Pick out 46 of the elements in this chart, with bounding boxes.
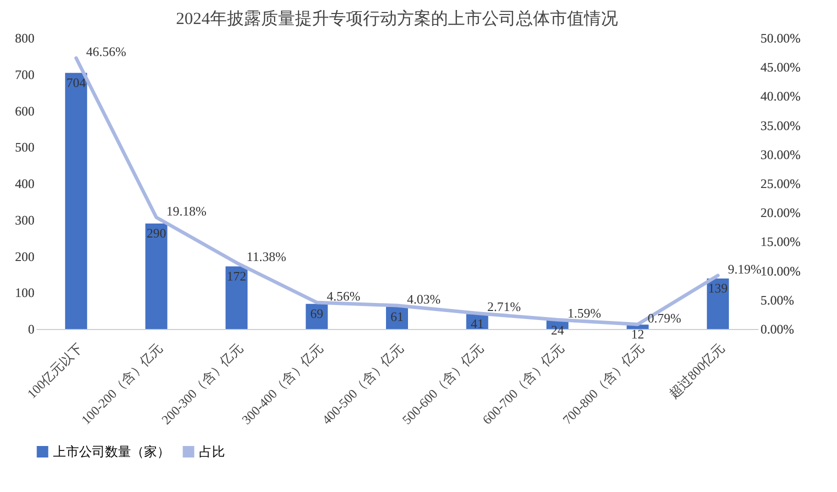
data-label: 2.71%: [487, 299, 521, 314]
y-tick-label: 700: [15, 66, 34, 82]
bar: [65, 72, 88, 329]
y2-tick-label: 15.00%: [760, 234, 801, 250]
data-label: 139: [708, 280, 728, 296]
data-label: 704: [66, 74, 86, 90]
y2-tick-label: 20.00%: [760, 205, 801, 220]
y2-tick-label: 45.00%: [760, 60, 801, 75]
y2-tick-label: 40.00%: [760, 88, 801, 104]
y2-tick-label: 50.00%: [760, 30, 801, 46]
y-tick-label: 100: [15, 285, 34, 300]
y2-tick-label: 35.00%: [760, 118, 801, 133]
y2-tick-label: 0.00%: [760, 322, 794, 336]
x-tick-label: 100亿元以下: [24, 340, 86, 402]
y-tick-label: 200: [15, 248, 34, 264]
data-label: 4.56%: [326, 288, 361, 304]
data-label: 1.59%: [567, 306, 602, 321]
y-tick-label: 800: [15, 30, 34, 46]
data-label: 46.56%: [86, 44, 126, 60]
x-tick-label: 超过800亿元: [666, 340, 728, 402]
data-label: 172: [226, 268, 246, 284]
y-tick-label: 300: [15, 212, 34, 228]
data-label: 0.79%: [648, 310, 682, 326]
y-tick-label: 400: [15, 176, 34, 191]
data-label: 19.18%: [166, 203, 207, 218]
bar: [706, 278, 729, 329]
legend-label: 上市公司数量（家）: [53, 444, 170, 459]
data-label: 11.38%: [246, 248, 286, 264]
y2-tick-label: 5.00%: [760, 292, 794, 308]
data-label: 41: [470, 316, 484, 332]
data-label: 9.19%: [728, 262, 762, 277]
data-label: 4.03%: [407, 292, 441, 307]
data-label: 69: [310, 306, 324, 321]
y-tick-label: 0: [28, 322, 34, 336]
y-tick-label: 500: [15, 140, 34, 155]
data-label: 61: [390, 308, 404, 324]
legend-label: 占比: [199, 444, 225, 459]
bar: [145, 224, 168, 329]
y2-tick-label: 10.00%: [760, 263, 801, 278]
y2-tick-label: 25.00%: [760, 176, 801, 191]
y-tick-label: 600: [15, 103, 34, 118]
y2-tick-label: 30.00%: [760, 146, 801, 162]
bar: [226, 266, 248, 329]
chart-title: 2024年披露质量提升专项行动方案的上市公司总体市值情况: [176, 9, 618, 28]
data-label: 290: [146, 226, 166, 241]
data-label: 12: [631, 326, 644, 342]
